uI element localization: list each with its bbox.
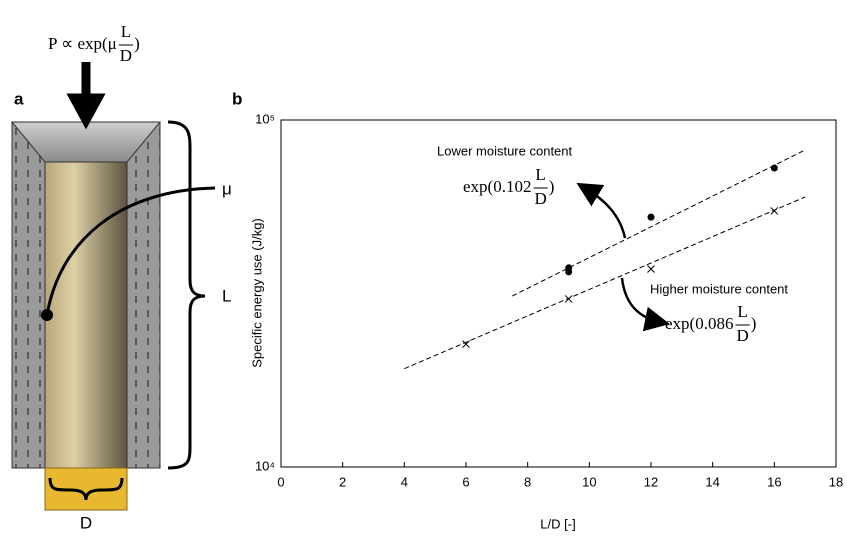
data-point <box>565 268 573 276</box>
diameter-brace <box>48 477 124 501</box>
x-tick-label: 18 <box>829 474 843 489</box>
length-brace <box>167 120 206 470</box>
diameter-label: D <box>80 513 92 532</box>
formula-prefix: exp(0.086 <box>665 314 733 333</box>
length-label: L <box>222 286 231 305</box>
panel-label: b <box>232 89 242 108</box>
friction-pointer <box>45 186 216 316</box>
data-point <box>770 207 779 215</box>
funnel <box>10 121 162 163</box>
x-tick-label: 12 <box>644 474 658 489</box>
die-diagram: a μ L D <box>10 62 232 532</box>
formula-numerator: L <box>121 22 131 41</box>
formula-prefix: P ∝ exp(μ <box>48 34 117 53</box>
data-point <box>647 265 655 273</box>
fit-line <box>512 149 806 297</box>
friction-point <box>41 309 53 321</box>
plot-frame <box>280 119 837 468</box>
y-tick-label: 10⁵ <box>255 111 275 126</box>
formula-numerator: L <box>737 302 747 321</box>
arrow <box>576 182 627 239</box>
x-tick-label: 16 <box>767 474 781 489</box>
fit-line <box>404 196 806 370</box>
data-point <box>564 295 573 303</box>
x-tick-label: 6 <box>462 474 469 489</box>
series-label: Higher moisture content <box>650 281 788 296</box>
data-point <box>462 340 470 348</box>
channel <box>44 161 128 469</box>
x-tick-label: 0 <box>277 474 284 489</box>
formula-denominator: D <box>736 326 748 345</box>
formula-denominator: D <box>120 46 132 65</box>
formula-suffix: ) <box>134 34 140 53</box>
x-tick-label: 14 <box>705 474 719 489</box>
y-tick-label: 10⁴ <box>255 458 275 473</box>
data-point <box>770 164 778 172</box>
x-tick-label: 10 <box>582 474 596 489</box>
series-label: Lower moisture content <box>437 143 573 158</box>
formula-suffix: ) <box>549 177 555 196</box>
x-tick-label: 2 <box>339 474 346 489</box>
data-point <box>647 213 655 221</box>
panel-label: a <box>14 89 24 108</box>
x-tick-label: 4 <box>401 474 408 489</box>
formula-denominator: D <box>534 189 546 208</box>
chart: b L/D [-] Specific energy use (J/kg) <box>232 89 837 531</box>
force-arrow <box>66 62 106 130</box>
formula-prefix: exp(0.102 <box>463 177 531 196</box>
arrow <box>620 277 670 332</box>
y-axis-label: Specific energy use (J/kg) <box>249 218 264 368</box>
formula-suffix: ) <box>751 314 757 333</box>
formula-numerator: L <box>535 165 545 184</box>
x-tick-label: 8 <box>524 474 531 489</box>
x-axis-label: L/D [-] <box>540 516 575 531</box>
friction-label: μ <box>222 179 232 198</box>
